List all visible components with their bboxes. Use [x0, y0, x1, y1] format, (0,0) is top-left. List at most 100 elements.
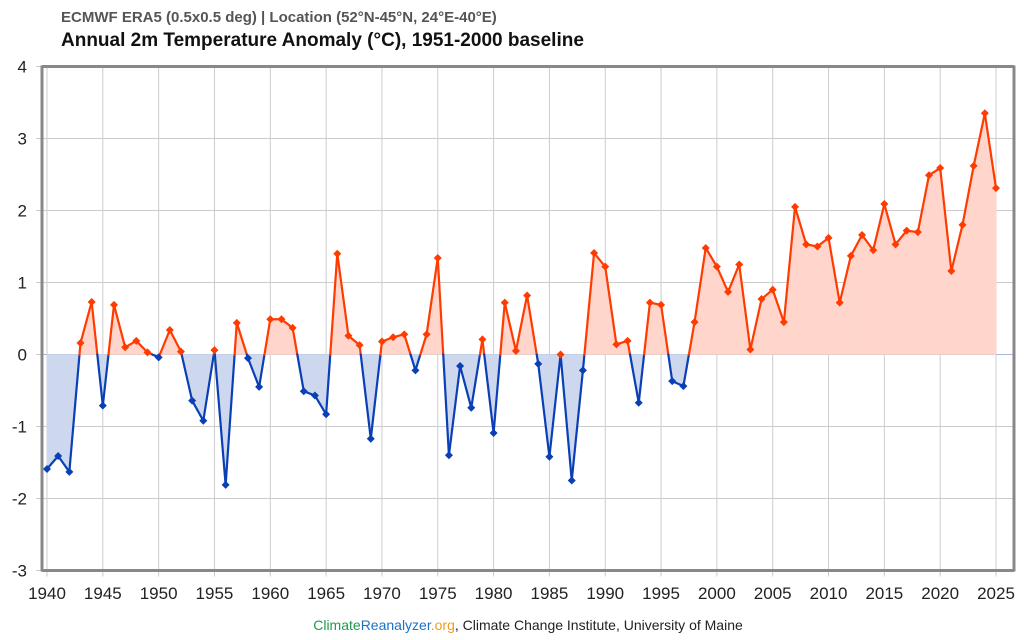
positive-line-segment	[916, 174, 931, 234]
negative-line-segment	[258, 353, 266, 388]
data-point	[456, 362, 465, 371]
negative-line-segment	[628, 353, 640, 404]
x-tick-label: 1955	[196, 584, 234, 603]
positive-line-segment	[972, 112, 986, 167]
data-point	[400, 330, 409, 339]
data-point	[467, 403, 476, 412]
data-point	[355, 341, 364, 350]
negative-line-segment	[369, 353, 382, 440]
data-point	[478, 335, 487, 344]
data-point	[567, 476, 576, 485]
data-point	[813, 242, 822, 251]
positive-line-segment	[872, 202, 886, 252]
data-point	[433, 254, 442, 263]
x-tick-label: 1995	[642, 584, 680, 603]
x-tick-label: 1945	[84, 584, 122, 603]
credit-link-reanalyzer[interactable]: Reanalyzer	[360, 617, 431, 633]
x-tick-label: 1960	[251, 584, 289, 603]
data-point	[913, 228, 922, 237]
data-point	[322, 410, 331, 419]
positive-line-segment	[687, 321, 696, 356]
positive-line-segment	[329, 252, 339, 356]
positive-line-segment	[827, 236, 841, 304]
data-point	[735, 260, 744, 269]
negative-line-segment	[559, 353, 573, 482]
positive-line-segment	[425, 256, 439, 336]
data-point	[266, 315, 275, 324]
positive-area	[649, 302, 662, 355]
data-point	[199, 416, 208, 425]
data-point	[779, 318, 788, 327]
data-point	[87, 297, 96, 306]
data-point	[601, 262, 610, 271]
data-point	[858, 230, 867, 239]
area-fills	[46, 113, 997, 485]
data-point	[958, 220, 967, 229]
positive-line-segment	[336, 252, 350, 337]
negative-line-segment	[537, 362, 551, 458]
y-tick-label: -2	[12, 490, 27, 509]
positive-line-segment	[419, 333, 428, 356]
data-point	[76, 338, 85, 347]
data-point	[846, 251, 855, 260]
data-point	[444, 451, 453, 460]
data-point	[634, 398, 643, 407]
data-point	[768, 285, 777, 294]
positive-line-segment	[604, 265, 618, 346]
data-point	[668, 377, 677, 386]
positive-area	[861, 234, 874, 355]
x-tick-label: 2020	[921, 584, 959, 603]
data-point	[835, 298, 844, 307]
x-tick-label: 2005	[754, 584, 792, 603]
data-point	[288, 323, 297, 332]
data-point	[936, 164, 945, 173]
positive-line-segment	[112, 303, 127, 349]
data-point	[992, 184, 1000, 193]
data-point	[824, 233, 833, 242]
data-point	[590, 248, 599, 257]
data-point	[578, 366, 587, 375]
data-point	[612, 340, 621, 349]
credit-link-org[interactable]: .org	[430, 617, 455, 633]
data-point	[645, 298, 654, 307]
positive-line-segment	[158, 328, 171, 356]
positive-area	[906, 230, 919, 355]
negative-line-segment	[224, 353, 236, 486]
negative-line-segment	[447, 364, 462, 457]
data-point	[299, 387, 308, 396]
x-tick-label: 1990	[586, 584, 624, 603]
x-tick-label: 2010	[810, 584, 848, 603]
positive-line-segment	[592, 251, 607, 268]
negative-line-segment	[180, 353, 194, 402]
positive-line-segment	[525, 294, 538, 356]
negative-line-segment	[191, 399, 205, 422]
positive-line-segment	[436, 256, 445, 356]
negative-line-segment	[313, 394, 328, 416]
data-point	[389, 333, 398, 342]
data-point	[891, 240, 900, 249]
negative-line-segment	[458, 364, 473, 409]
positive-line-segment	[107, 303, 116, 356]
data-point	[143, 348, 152, 357]
data-markers	[43, 109, 1000, 489]
positive-line-segment	[403, 333, 412, 356]
credit-link-climate[interactable]: Climate	[313, 617, 361, 633]
positive-line-segment	[90, 300, 99, 356]
positive-area	[839, 255, 852, 355]
negative-line-segment	[667, 353, 674, 383]
negative-line-segment	[682, 353, 691, 388]
positive-line-segment	[738, 263, 752, 351]
chart-subtitle: ECMWF ERA5 (0.5x0.5 deg) | Location (52°…	[61, 9, 497, 26]
data-point	[411, 366, 420, 375]
data-point	[333, 249, 342, 258]
negative-line-segment	[68, 353, 81, 473]
positive-line-segment	[849, 233, 864, 257]
data-point	[657, 300, 666, 309]
data-point	[545, 452, 554, 461]
positive-line-segment	[838, 254, 852, 304]
data-point	[422, 330, 431, 339]
positive-line-segment	[961, 164, 975, 226]
y-tick-label: 2	[18, 202, 27, 221]
positive-line-segment	[499, 301, 506, 356]
data-point	[724, 287, 733, 296]
